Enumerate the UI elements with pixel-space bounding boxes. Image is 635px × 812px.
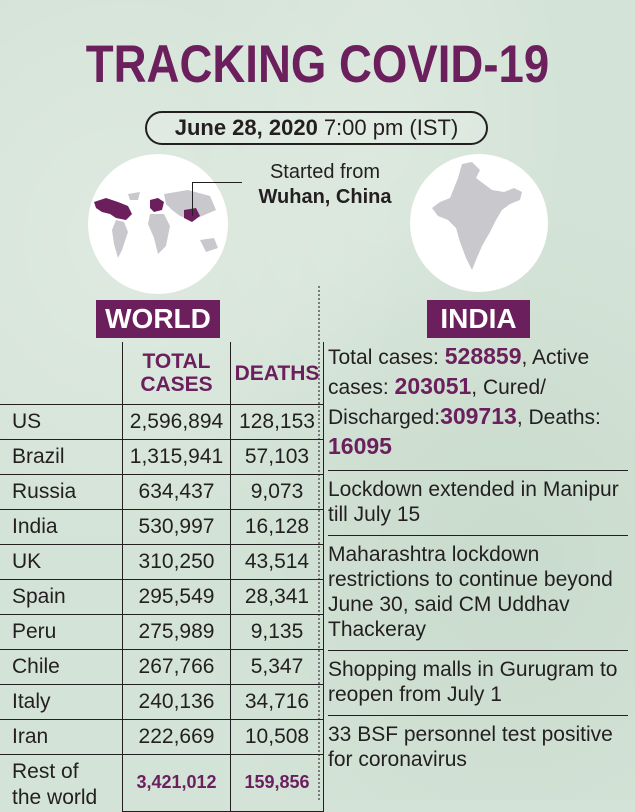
cases-cell: 2,596,894 [122, 404, 231, 440]
cases-cell: 275,989 [122, 614, 231, 650]
deaths-cell: 16,128 [230, 509, 324, 545]
country-header [0, 342, 123, 405]
news-item: Shopping malls in Gurugram to reopen fro… [328, 650, 628, 707]
india-section-label: INDIA [427, 300, 530, 338]
rest-of-world-cases: 3,421,012 [122, 754, 231, 812]
india-panel: Total cases: 528859, Active cases: 20305… [328, 342, 628, 772]
table-header-row: TOTAL CASES DEATHS [0, 342, 324, 405]
india-stats: Total cases: 528859, Active cases: 20305… [328, 342, 628, 462]
table-row: UK 310,250 43,514 [0, 544, 324, 580]
date-text: June 28, 2020 [174, 115, 318, 140]
country-cell: Italy [0, 684, 123, 720]
cases-cell: 530,997 [122, 509, 231, 545]
cases-cell: 240,136 [122, 684, 231, 720]
origin-leader-line-vertical [192, 182, 193, 216]
country-cell: Iran [0, 719, 123, 755]
cases-cell: 222,669 [122, 719, 231, 755]
news-item: 33 BSF personnel test positive for coron… [328, 715, 628, 772]
deaths-cell: 5,347 [230, 649, 324, 685]
cases-cell: 1,315,941 [122, 439, 231, 475]
total-cases-header: TOTAL CASES [122, 342, 231, 405]
country-cell: Chile [0, 649, 123, 685]
country-cell: Russia [0, 474, 123, 510]
world-table: TOTAL CASES DEATHS US 2,596,894 128,153 Bra… [0, 342, 324, 812]
india-total-value: 528859 [444, 343, 522, 369]
country-cell: Brazil [0, 439, 123, 475]
country-cell: Peru [0, 614, 123, 650]
rest-label-line1: Rest of [12, 760, 79, 783]
table-row: Peru 275,989 9,135 [0, 614, 324, 650]
deaths-header: DEATHS [230, 342, 324, 405]
cases-cell: 295,549 [122, 579, 231, 615]
deaths-cell: 28,341 [230, 579, 324, 615]
country-cell: UK [0, 544, 123, 580]
page-title: TRACKING COVID-19 [85, 35, 550, 94]
deaths-cell: 34,716 [230, 684, 324, 720]
country-cell: India [0, 509, 123, 545]
rest-of-world-deaths: 159,856 [230, 754, 324, 812]
india-deaths-label: , Deaths: [516, 406, 601, 429]
rest-of-world-row: Rest of the world 3,421,012 159,856 [0, 754, 324, 812]
table-row: India 530,997 16,128 [0, 509, 324, 545]
cases-cell: 267,766 [122, 649, 231, 685]
cases-cell: 634,437 [122, 474, 231, 510]
rest-label-line2: the world [12, 786, 98, 809]
news-item: Lockdown extended in Manipur till July 1… [328, 470, 628, 527]
table-row: Spain 295,549 28,341 [0, 579, 324, 615]
india-map-icon [410, 154, 548, 292]
india-cured-label: , Cured/ Discharged: [328, 376, 546, 429]
total-cases-header-line1: TOTAL [142, 350, 211, 373]
table-row: Brazil 1,315,941 57,103 [0, 439, 324, 475]
origin-label: Started from [269, 161, 381, 183]
country-cell: US [0, 404, 123, 440]
origin-place: Wuhan, China [258, 186, 392, 208]
country-cell: Spain [0, 579, 123, 615]
deaths-cell: 9,135 [230, 614, 324, 650]
deaths-cell: 10,508 [230, 719, 324, 755]
india-deaths-value: 16095 [328, 433, 392, 459]
table-row: Italy 240,136 34,716 [0, 684, 324, 720]
cases-cell: 310,250 [122, 544, 231, 580]
india-total-label: Total cases: [328, 346, 445, 369]
deaths-cell: 57,103 [230, 439, 324, 475]
india-active-label: , Active cases: [328, 346, 590, 399]
date-badge: June 28, 2020 7:00 pm (IST) [145, 111, 488, 145]
table-row: Russia 634,437 9,073 [0, 474, 324, 510]
world-section-label: WORLD [96, 300, 220, 338]
india-cured-value: 309713 [440, 403, 517, 429]
table-row: Chile 267,766 5,347 [0, 649, 324, 685]
rest-of-world-label: Rest of the world [0, 754, 123, 811]
table-row: US 2,596,894 128,153 [0, 404, 324, 440]
deaths-cell: 9,073 [230, 474, 324, 510]
world-map-icon [88, 154, 228, 294]
total-cases-header-line2: CASES [140, 373, 213, 396]
india-active-value: 203051 [394, 373, 472, 399]
origin-note: Started from Wuhan, China [255, 160, 395, 210]
origin-leader-line [192, 182, 242, 183]
news-item: Maharashtra lockdown restrictions to con… [328, 535, 628, 642]
deaths-cell: 43,514 [230, 544, 324, 580]
time-text: 7:00 pm (IST) [323, 115, 459, 140]
deaths-cell: 128,153 [230, 404, 324, 440]
table-row: Iran 222,669 10,508 [0, 719, 324, 755]
